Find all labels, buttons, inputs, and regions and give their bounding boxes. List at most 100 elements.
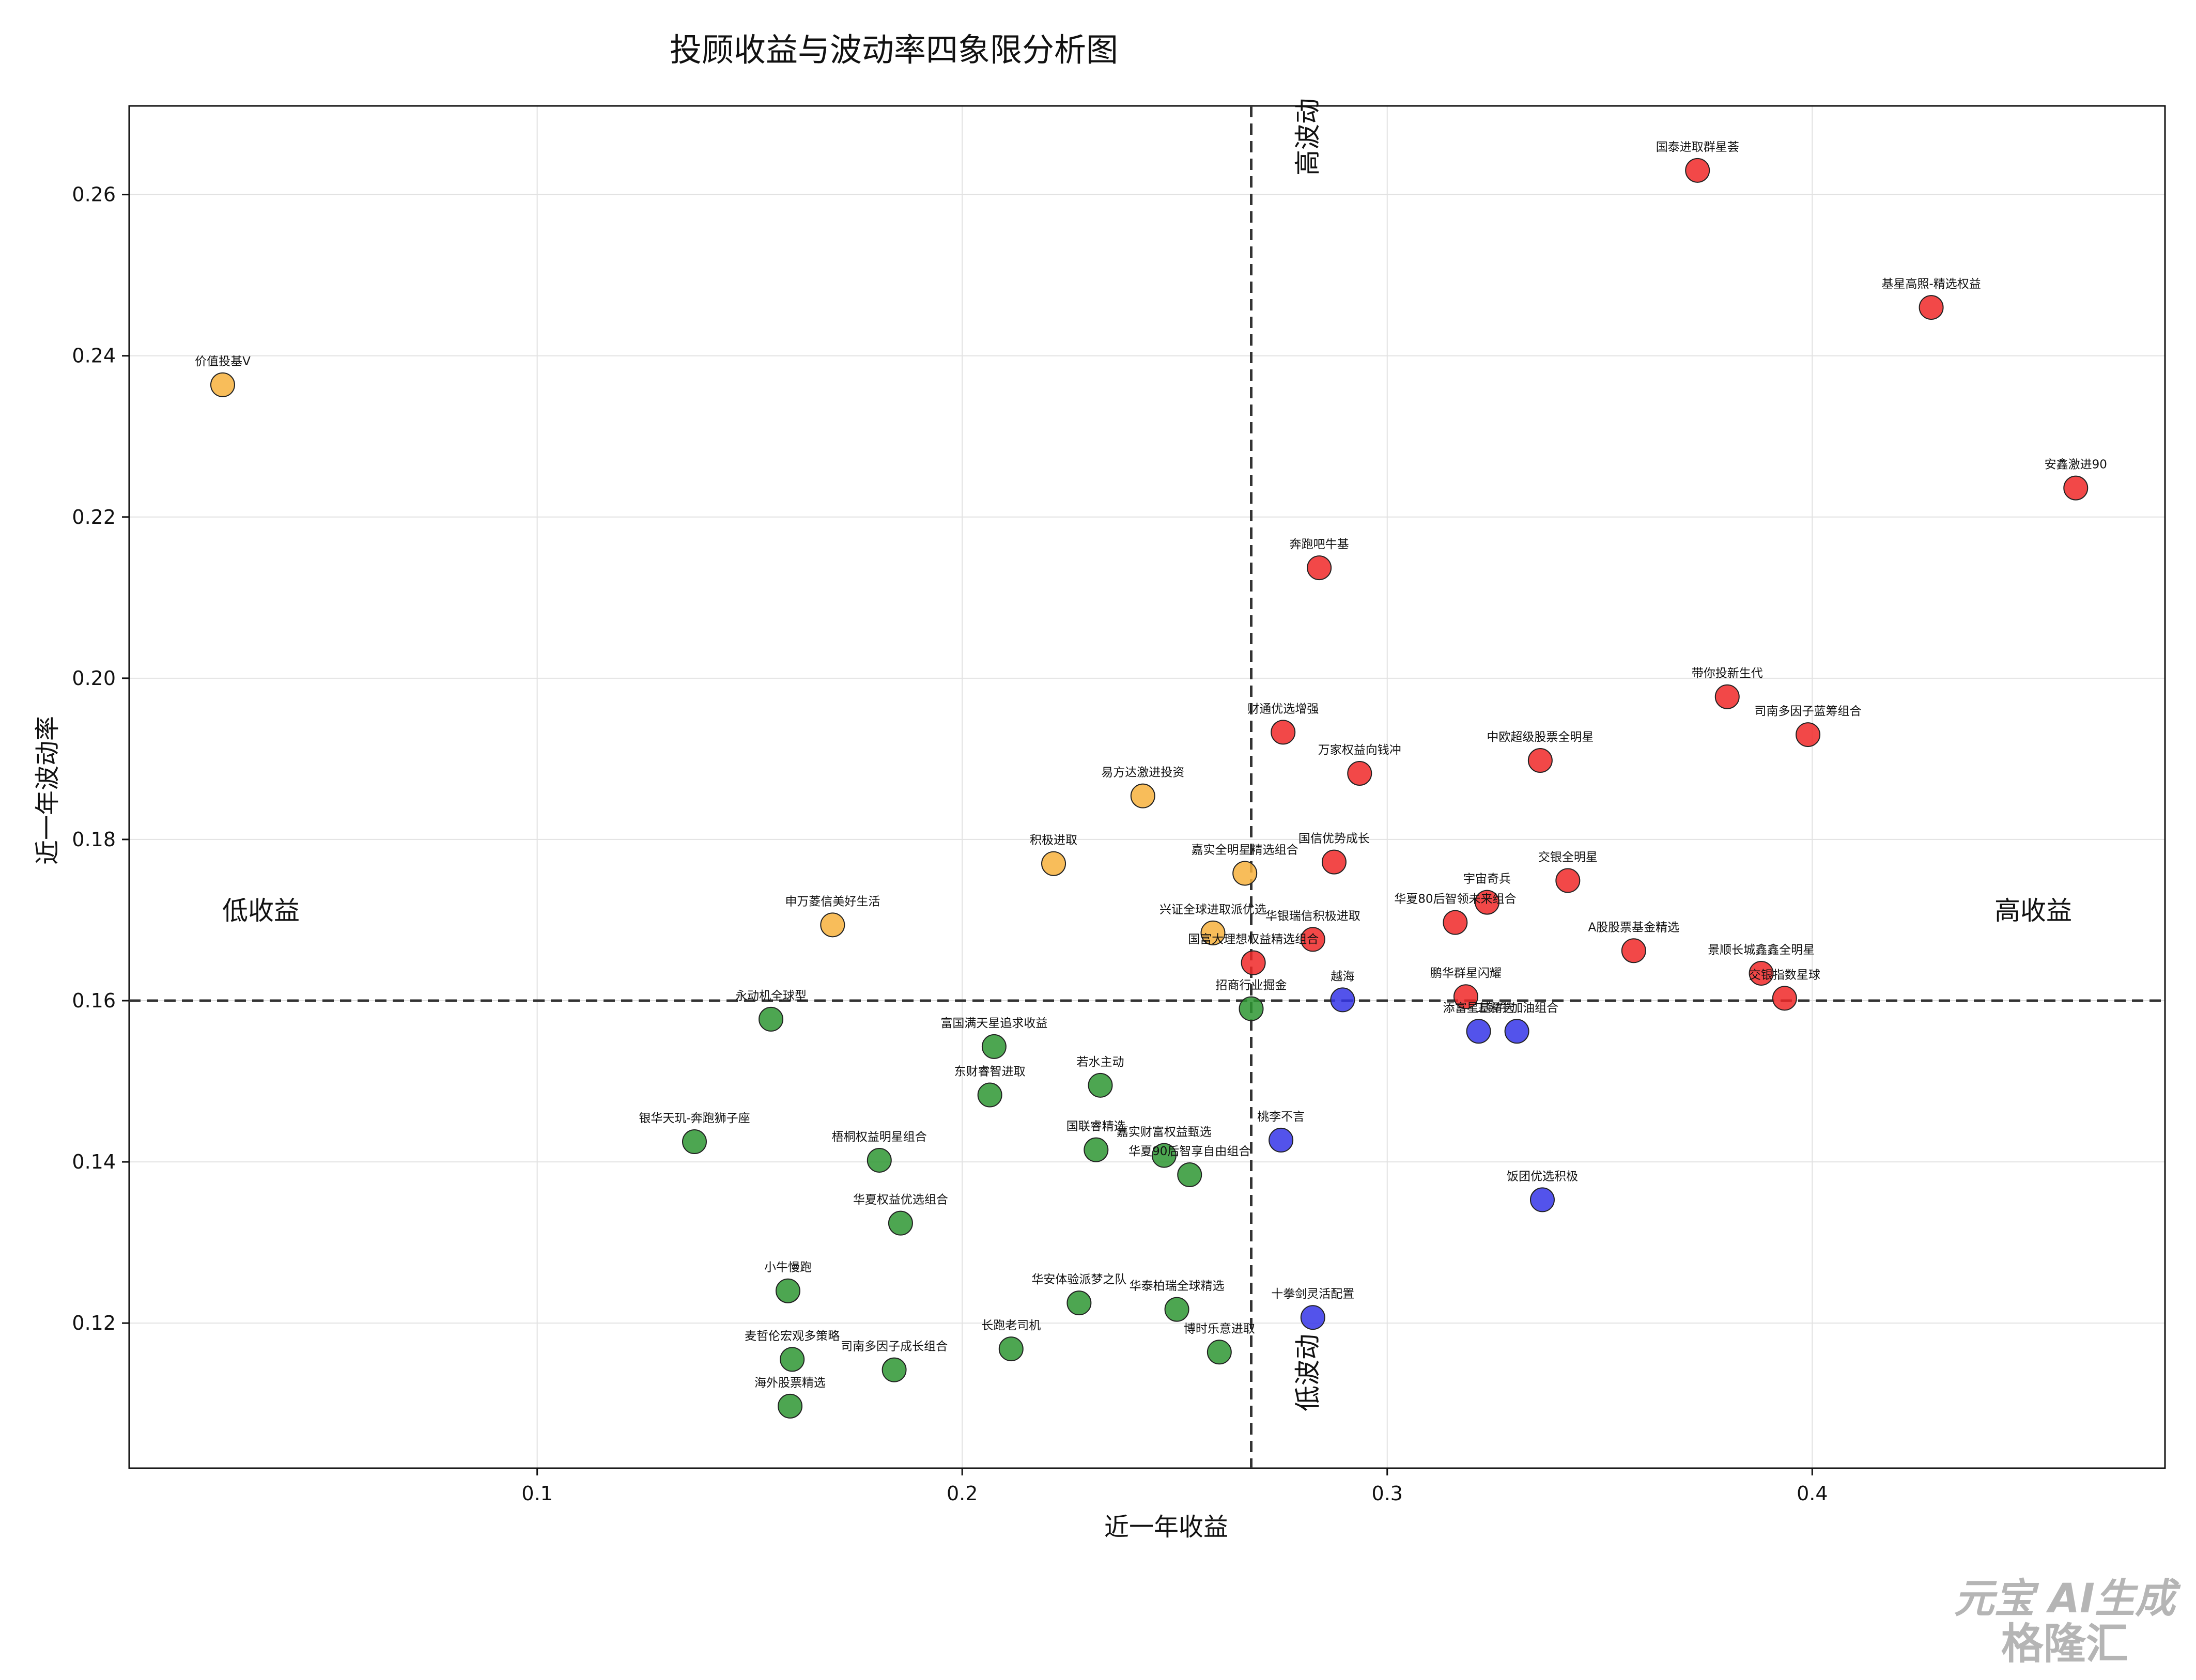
data-point-label: 奔跑吧牛基 (1290, 538, 1349, 551)
quadrant-dividers (129, 106, 2165, 1468)
x-tick-label: 0.4 (1797, 1482, 1828, 1505)
data-point-label: 中欧超级股票全明星 (1487, 730, 1594, 744)
y-tick-label: 0.12 (72, 1312, 116, 1334)
data-point-label: 华夏80后智领未来组合 (1394, 893, 1516, 906)
data-point (981, 1034, 1007, 1059)
data-point-label: 小牛慢跑 (764, 1261, 812, 1274)
data-point-label: 银华天玑-奔跑狮子座 (639, 1112, 750, 1125)
data-point-label: 华夏90后智享自由组合 (1128, 1145, 1250, 1158)
data-point (1466, 1019, 1491, 1044)
x-tick-label: 0.2 (947, 1482, 978, 1505)
data-point-label: 司南多因子成长组合 (841, 1340, 948, 1354)
data-point (1919, 295, 1944, 320)
data-point (2063, 475, 2089, 501)
y-tick-label: 0.16 (72, 989, 116, 1012)
x-tick-label: 0.3 (1372, 1482, 1403, 1505)
data-point (1239, 996, 1264, 1021)
data-point (1453, 984, 1478, 1009)
quadrant-label-high-volatility: 高波动 (1293, 98, 1323, 176)
data-point (1200, 920, 1226, 945)
data-point-label: 积极进取 (1030, 834, 1077, 847)
data-point (1307, 555, 1332, 581)
data-point-label: 交银指数星球 (1749, 968, 1820, 982)
data-point-label: 鹏华群星闪耀 (1430, 967, 1502, 980)
data-point (1130, 783, 1155, 808)
y-axis-label: 近一年波动率 (33, 716, 62, 865)
data-point (1796, 722, 1821, 748)
data-point (759, 1006, 784, 1032)
watermark-brand: 格隆汇 (2001, 1620, 2128, 1669)
data-point (1475, 890, 1500, 915)
data-point-label: 基星高照-精选权益 (1881, 277, 1981, 291)
data-point-label: 永动机全球型 (735, 989, 807, 1003)
data-point (1271, 720, 1296, 745)
data-point (780, 1347, 805, 1372)
data-point (1749, 960, 1774, 986)
data-point-label: 宇宙奇兵 (1463, 873, 1511, 886)
data-point-label: 景顺长城鑫鑫全明星 (1708, 943, 1815, 957)
data-point (882, 1357, 907, 1382)
chart-title: 投顾收益与波动率四象限分析图 (670, 31, 1118, 69)
data-point-label: 嘉实全明星精选组合 (1192, 843, 1298, 857)
data-point (1151, 1143, 1177, 1168)
data-point (1772, 986, 1797, 1011)
data-point-label: 博时乐意进取 (1184, 1322, 1255, 1335)
data-point (778, 1393, 803, 1419)
data-point (1443, 910, 1468, 935)
data-point-label: 工银牛加油组合 (1475, 1001, 1558, 1015)
data-point (1330, 987, 1355, 1013)
data-point-label: A股股票基金精选 (1588, 921, 1679, 934)
data-point-label: 兴证全球进取派优选 (1159, 903, 1266, 916)
data-point-label: 安鑫激进90 (2045, 458, 2107, 472)
data-point (1321, 849, 1347, 875)
data-point-label: 司南多因子蓝筹组合 (1755, 705, 1862, 718)
data-point (210, 372, 235, 397)
data-point (820, 912, 845, 938)
data-point (775, 1278, 800, 1303)
data-point-label: 添富星基精选 (1443, 1001, 1514, 1015)
data-point-label: 国联睿精选 (1066, 1120, 1126, 1133)
data-point (1066, 1290, 1092, 1316)
data-point (682, 1129, 707, 1155)
data-point (867, 1147, 892, 1173)
axes: 0.1 0.2 0.3 0.4 0.12 0.14 0.16 0.18 0.20 0.22 0.24… (72, 105, 2166, 1505)
y-tick-label: 0.26 (72, 183, 116, 206)
data-point-label: 饭团优选积极 (1507, 1170, 1578, 1183)
data-point (1241, 950, 1266, 975)
data-point-label: 国富大理想权益精选组合 (1188, 933, 1319, 946)
data-point-label: 国泰进取群星荟 (1656, 141, 1739, 154)
grid-lines (129, 106, 2165, 1468)
data-point (1164, 1297, 1189, 1322)
data-point (1232, 861, 1258, 886)
y-tick-label: 0.14 (72, 1150, 116, 1173)
data-point-label: 长跑老司机 (981, 1319, 1041, 1332)
data-point (888, 1210, 913, 1236)
data-point (998, 1336, 1024, 1362)
data-point (1177, 1162, 1202, 1188)
data-point-label: 桃李不言 (1257, 1110, 1305, 1124)
data-point (1621, 938, 1646, 963)
x-tick-label: 0.1 (521, 1482, 552, 1505)
data-point-label: 华泰柏瑞全球精选 (1130, 1280, 1225, 1293)
data-point-label: 华银瑞信积极进取 (1265, 909, 1360, 923)
y-tick-label: 0.22 (72, 506, 116, 528)
data-point-label: 梧桐权益明星组合 (832, 1130, 927, 1144)
data-point-label: 交银全明星 (1538, 851, 1598, 864)
data-point-label: 申万菱信美好生活 (785, 895, 880, 908)
data-point-label: 十拳剑灵活配置 (1271, 1287, 1354, 1301)
y-tick-label: 0.18 (72, 828, 116, 851)
data-point-label: 财通优选增强 (1247, 702, 1319, 715)
data-points (210, 158, 2089, 1419)
data-point (1714, 684, 1740, 709)
data-point (1685, 158, 1710, 183)
data-point (1347, 760, 1372, 786)
data-point-label: 华安体验派梦之队 (1031, 1273, 1126, 1286)
data-point-label: 易方达激进投资 (1101, 766, 1184, 780)
data-point (977, 1082, 1002, 1108)
data-point (1269, 1127, 1294, 1153)
data-point-label: 海外股票精选 (754, 1376, 826, 1390)
